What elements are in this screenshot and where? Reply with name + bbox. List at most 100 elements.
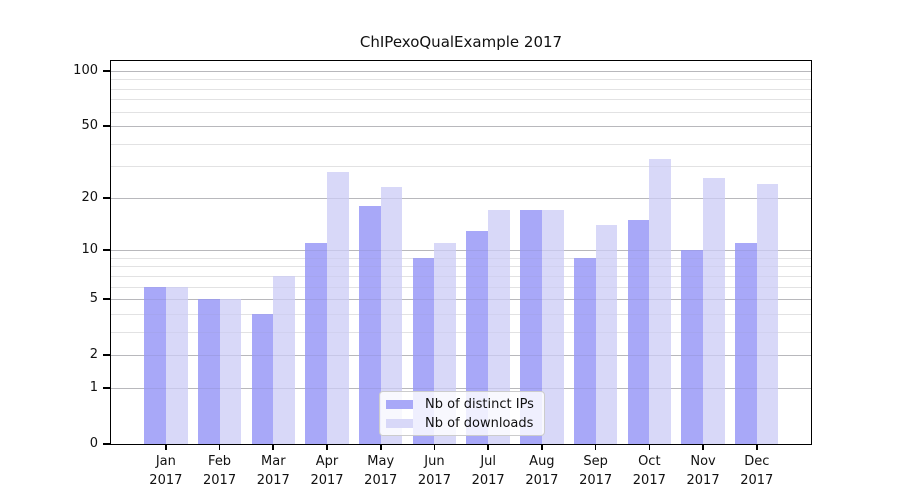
x-label-month: Nov: [690, 454, 716, 469]
x-tick-label-jul: Jul 2017: [460, 452, 516, 490]
x-tick-label-feb: Feb 2017: [192, 452, 248, 490]
major-gridline-1: [111, 387, 811, 389]
minor-gridline-7: [111, 275, 811, 277]
y-tick-label-0: 0: [89, 436, 98, 451]
x-label-month: Aug: [529, 454, 555, 469]
legend-item-downloads: Nb of downloads: [386, 415, 538, 431]
bar-downloads-oct: [649, 158, 672, 444]
minor-gridline-3: [111, 331, 811, 333]
x-tick-may: [379, 444, 382, 450]
x-label-month: Jan: [155, 454, 176, 469]
legend-label-downloads: Nb of downloads: [425, 415, 534, 431]
minor-gridline-80: [111, 88, 811, 90]
x-tick-jun: [433, 444, 436, 450]
legend-swatch-distinct-ips: [386, 399, 413, 409]
x-tick-label-dec: Dec 2017: [729, 452, 785, 490]
y-tick-50: [103, 125, 111, 127]
minor-gridline-40: [111, 143, 811, 145]
x-tick-aug: [541, 444, 543, 450]
bar-downloads-feb: [219, 299, 242, 444]
bar-downloads-dec: [756, 183, 779, 444]
major-gridline-2: [111, 355, 811, 357]
x-label-year: 2017: [417, 473, 451, 488]
bar-distinct-ips-jan: [144, 286, 166, 444]
x-label-year: 2017: [149, 473, 183, 488]
minor-gridline-30: [111, 166, 811, 168]
bar-downloads-mar: [273, 275, 295, 444]
bar-distinct-ips-sep: [573, 257, 596, 444]
bar-distinct-ips-mar: [251, 313, 274, 444]
y-tick-5: [103, 298, 111, 300]
y-tick-1: [103, 387, 111, 389]
x-label-year: 2017: [364, 473, 398, 488]
minor-gridline-8: [111, 266, 811, 268]
y-tick-label-100: 100: [73, 62, 98, 78]
x-tick-label-oct: Oct 2017: [621, 452, 677, 490]
bar-distinct-ips-may: [359, 205, 381, 444]
x-tick-jul: [487, 444, 489, 450]
plot-area: Nb of distinct IPs Nb of downloads 0 1 2 5 1…: [73, 60, 812, 488]
x-tick-dec: [755, 444, 758, 450]
x-label-year: 2017: [256, 473, 290, 488]
x-label-year: 2017: [740, 473, 774, 488]
major-gridline-20: [111, 197, 811, 199]
major-gridline-50: [111, 126, 811, 128]
y-tick-20: [103, 197, 111, 199]
minor-gridline-60: [111, 111, 811, 113]
bar-downloads-jan: [165, 286, 188, 444]
y-tick-label-50: 50: [81, 118, 98, 134]
bar-downloads-sep: [595, 225, 618, 444]
x-tick-sep: [594, 444, 597, 450]
bar-distinct-ips-apr: [305, 243, 327, 444]
x-tick-apr: [326, 444, 328, 450]
x-label-month: Jun: [424, 454, 445, 469]
y-tick-label-5: 5: [89, 291, 98, 307]
y-tick-0: [103, 443, 111, 445]
legend-swatch-downloads: [386, 418, 413, 428]
x-label-year: 2017: [310, 473, 344, 488]
bars-layer: [111, 61, 811, 444]
y-tick-10: [103, 249, 111, 251]
bar-downloads-nov: [703, 177, 725, 444]
x-tick-label-nov: Nov 2017: [675, 452, 731, 490]
x-tick-mar: [272, 444, 275, 450]
x-tick-jan: [165, 444, 167, 450]
x-tick-label-jan: Jan 2017: [138, 452, 194, 490]
y-tick-label-1: 1: [89, 379, 98, 395]
y-tick-2: [103, 354, 111, 356]
bar-downloads-apr: [327, 171, 349, 444]
x-label-month: Jul: [480, 454, 496, 469]
x-label-month: Mar: [261, 454, 286, 469]
bar-distinct-ips-oct: [627, 219, 650, 444]
chart-title: ChIPexoQualExample 2017: [359, 33, 563, 51]
bar-downloads-jul: [488, 210, 510, 444]
y-tick-100: [103, 70, 111, 72]
x-label-month: Oct: [638, 454, 661, 469]
x-label-year: 2017: [203, 473, 237, 488]
x-label-month: Feb: [208, 454, 232, 469]
bar-distinct-ips-nov: [681, 250, 704, 444]
minor-gridline-90: [111, 79, 811, 81]
x-tick-feb: [218, 444, 221, 450]
x-label-year: 2017: [525, 473, 559, 488]
x-tick-label-aug: Aug 2017: [514, 452, 570, 490]
minor-gridline-9: [111, 257, 811, 259]
bar-distinct-ips-jul: [466, 230, 489, 444]
legend-item-distinct-ips: Nb of distinct IPs: [386, 396, 538, 412]
major-gridline-100: [111, 70, 811, 72]
x-tick-label-sep: Sep 2017: [568, 452, 624, 490]
x-tick-label-jun: Jun 2017: [406, 452, 462, 490]
y-tick-label-2: 2: [89, 347, 98, 363]
x-label-month: May: [367, 454, 395, 469]
bar-downloads-aug: [541, 210, 564, 444]
x-label-year: 2017: [686, 473, 720, 488]
major-gridline-10: [111, 250, 811, 252]
minor-gridline-70: [111, 99, 811, 101]
bar-distinct-ips-aug: [520, 210, 542, 444]
bar-downloads-may: [380, 187, 403, 444]
x-label-month: Apr: [315, 454, 339, 469]
x-tick-nov: [702, 444, 704, 450]
x-tick-oct: [648, 444, 651, 450]
x-label-year: 2017: [632, 473, 666, 488]
